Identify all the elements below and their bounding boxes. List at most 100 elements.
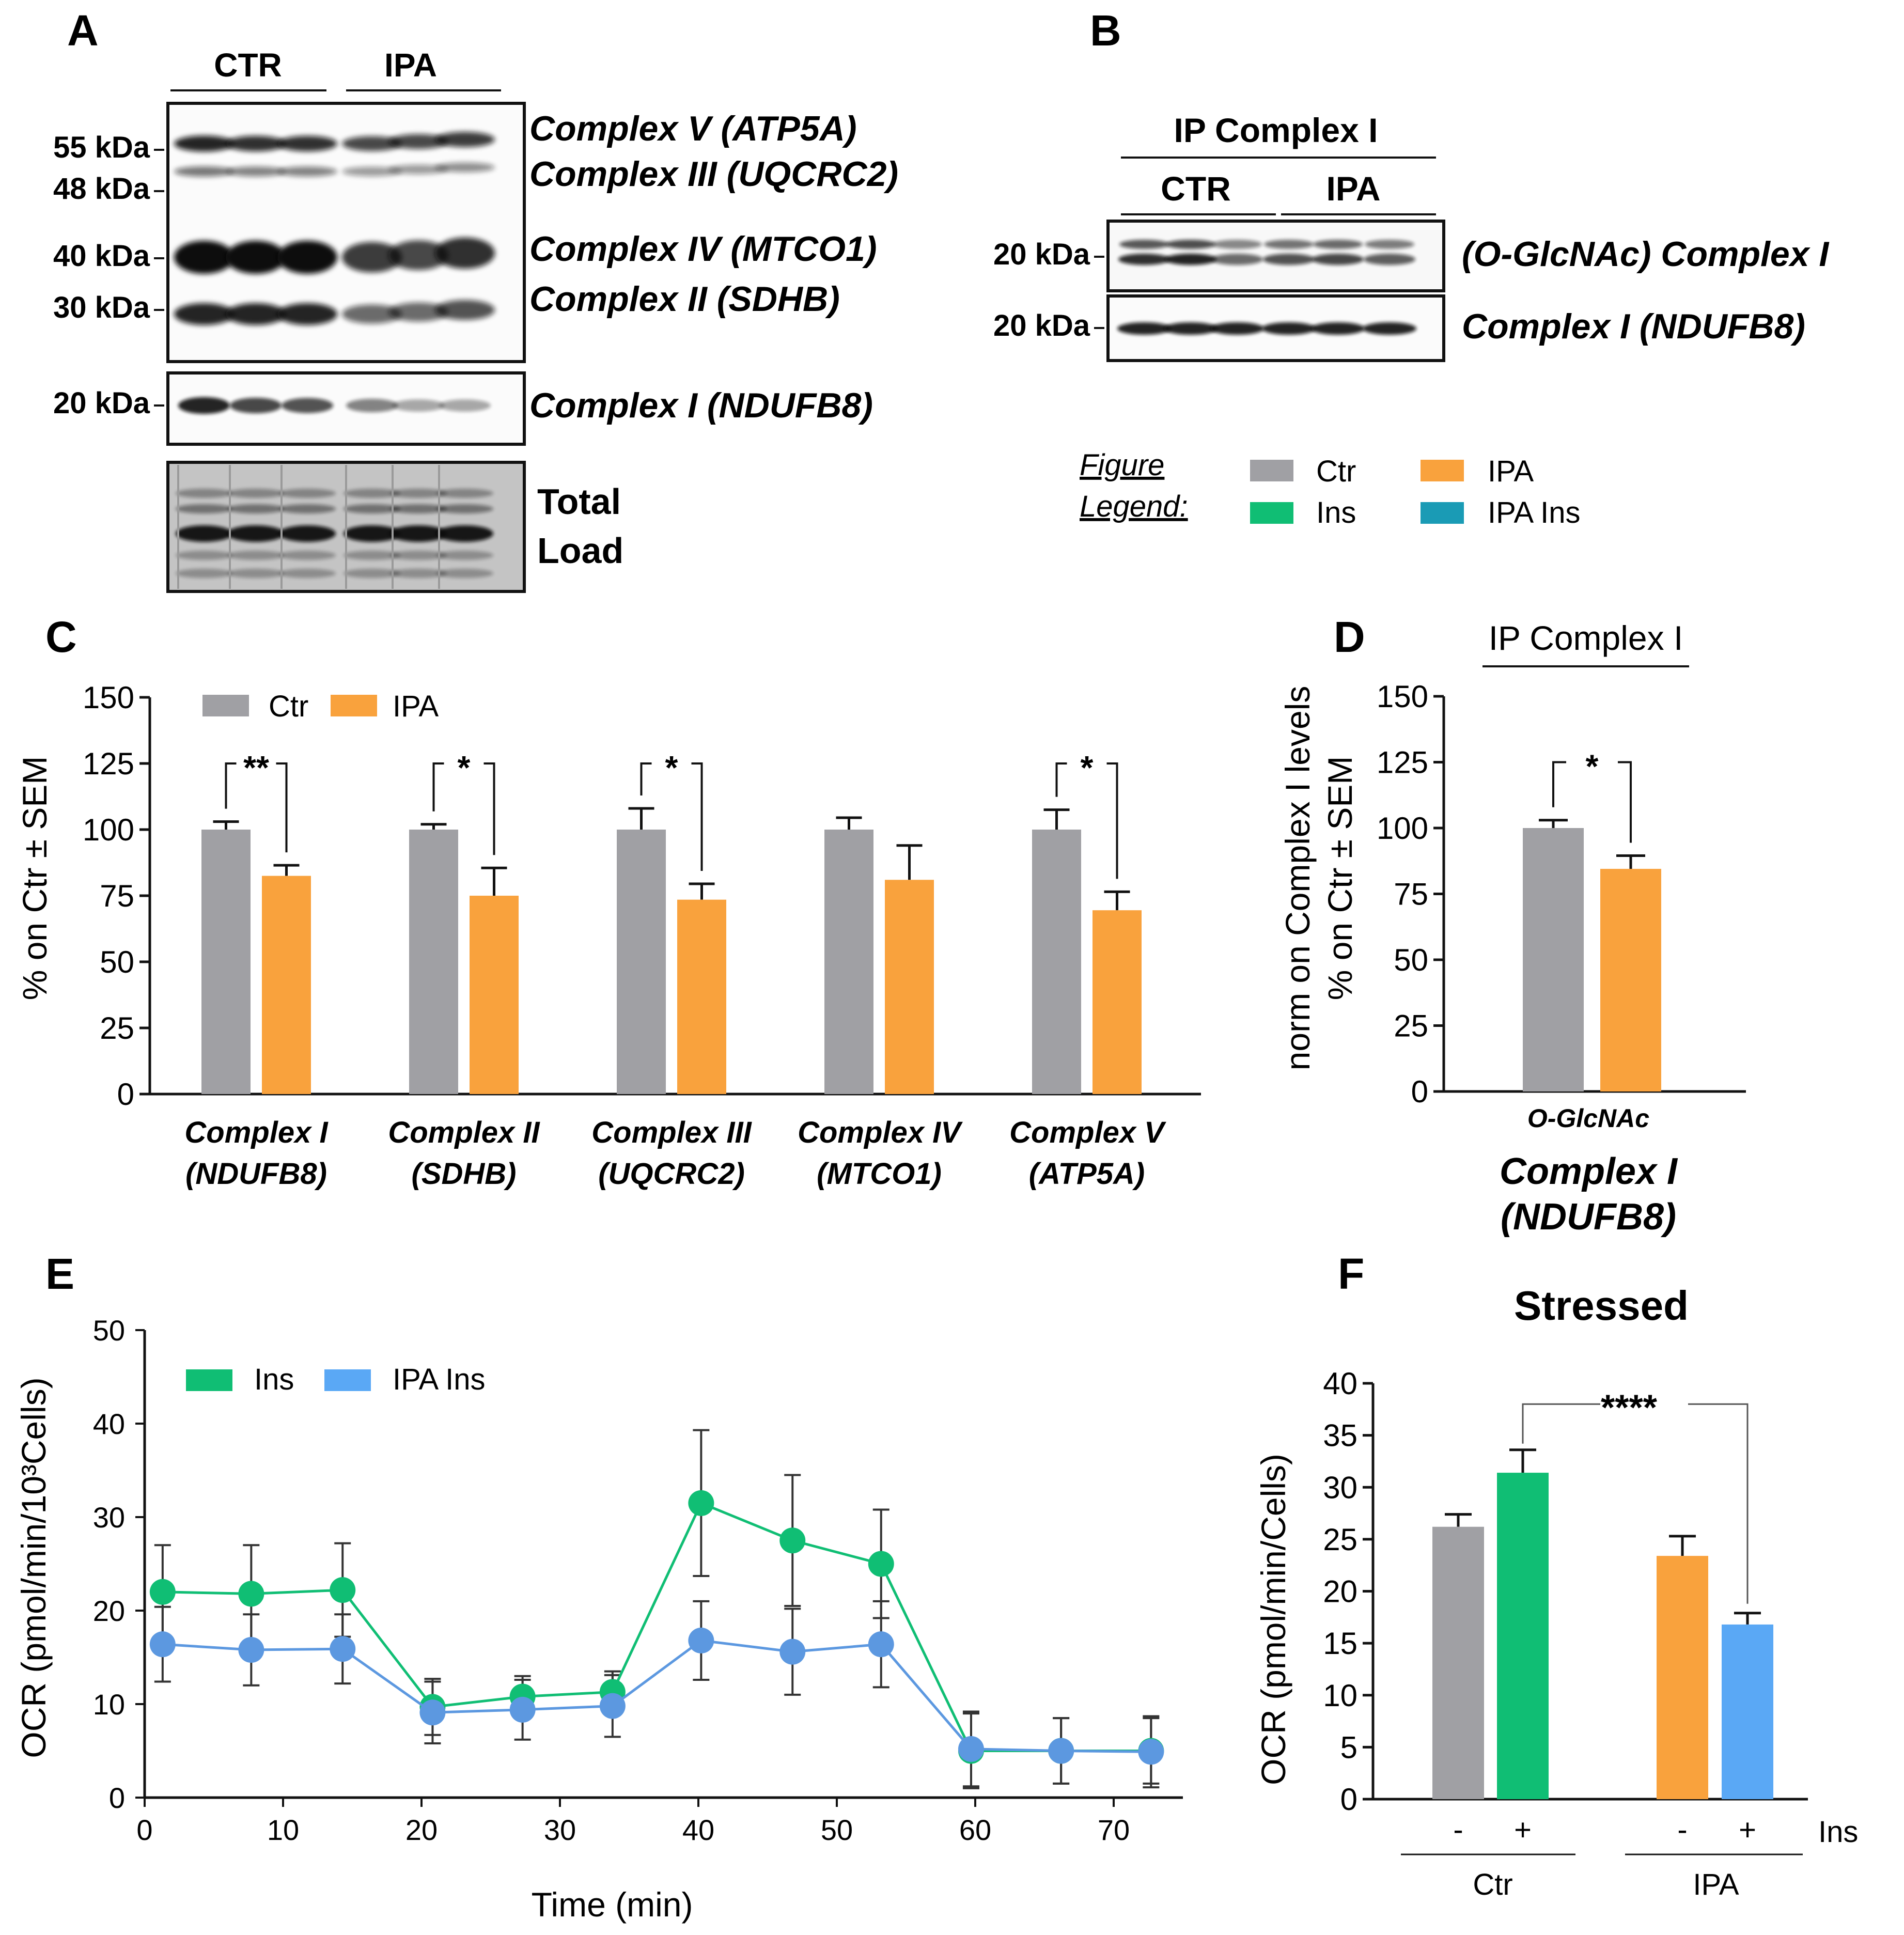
- total-load-band-4-lane-1: [176, 551, 232, 560]
- total-load-band-5-lane-5: [390, 569, 447, 578]
- panel-c-category-line2: (NDUFB8): [185, 1157, 327, 1191]
- panel-b-group-ipa: IPA: [1326, 169, 1380, 208]
- legend-swatch-ipa-ins: [1421, 502, 1464, 524]
- band-oglcnac-lane-3: [1211, 254, 1263, 265]
- panel-b-bands: [1117, 240, 1416, 335]
- panel-f-y-tick-label: 40: [1323, 1366, 1357, 1401]
- total-load-band-4-lane-5: [390, 551, 447, 560]
- panel-e-point-ipa-ins: [330, 1636, 356, 1662]
- panel-c-y-tick-label: 75: [100, 879, 134, 913]
- panel-e-point-ipa-ins: [1138, 1739, 1164, 1765]
- panel-f-sig-bracket-left: [1522, 1403, 1600, 1444]
- panel-c-letter: C: [45, 613, 77, 661]
- panel-c-category-line2: (UQCRC2): [598, 1157, 745, 1191]
- total-load-band-5-lane-2: [227, 569, 284, 578]
- panel-c-y-tick-label: 50: [100, 945, 134, 979]
- total-load-band-4-lane-3: [279, 551, 336, 560]
- panel-c-sig-bracket-left: [640, 762, 652, 796]
- panel-f-ins-sign: +: [1514, 1813, 1532, 1847]
- panel-c-bar-ctr-2: [409, 830, 458, 1094]
- total-load-band-1-lane-4: [344, 489, 400, 498]
- panel-c-y-tick-label: 0: [117, 1077, 134, 1112]
- panel-f-group-ipa: IPA: [1693, 1868, 1739, 1901]
- panel-f-y-tick-label: 25: [1323, 1522, 1357, 1557]
- panel-c-category-line2: (SDHB): [412, 1157, 517, 1191]
- panel-c-bar-ipa-1: [262, 876, 311, 1094]
- panel-b-mw-1: 20 kDa: [993, 238, 1090, 271]
- panel-c-bar-ctr-3: [617, 830, 666, 1094]
- band-complex_v-lane-1: [174, 135, 234, 152]
- panel-e-point-ipa-ins: [779, 1638, 806, 1665]
- panel-f-sig-bracket-right: [1688, 1403, 1749, 1604]
- panel-f-y-tick-label: 10: [1323, 1678, 1357, 1713]
- panel-f-group-ctr: Ctr: [1473, 1868, 1512, 1901]
- band-complex_v-lane-5: [388, 134, 448, 149]
- panel-e-x-tick-label: 40: [682, 1814, 714, 1846]
- panel-c-bar-ipa-5: [1093, 910, 1142, 1094]
- panel-e-point-ins: [868, 1551, 894, 1577]
- total-load-band-5-lane-4: [344, 569, 400, 578]
- band-complex-i-lane-3: [282, 398, 333, 413]
- panel-c-category-line2: (ATP5A): [1029, 1157, 1145, 1191]
- band-complex_iv-lane-1: [174, 241, 234, 274]
- band-ndufb8-lane-2: [1164, 322, 1218, 335]
- panel-a-total-load-bands: [176, 465, 493, 589]
- panel-e-point-ipa-ins: [599, 1693, 626, 1719]
- panel-c-sig-label: *: [665, 749, 678, 786]
- panel-e-x-tick-label: 20: [405, 1814, 438, 1846]
- band-complex_iii-lane-5: [388, 164, 448, 175]
- panel-d-y-tick-label: 50: [1394, 943, 1428, 977]
- band-oglcnac-lane-4: [1263, 254, 1315, 265]
- band-complex_iii-lane-1: [174, 166, 234, 177]
- band-oglcnac-upper-lane-6: [1365, 240, 1414, 249]
- band-complex_ii-lane-5: [388, 302, 448, 322]
- panel-e-point-ipa-ins: [688, 1627, 714, 1653]
- panel-a-letter: A: [67, 6, 99, 55]
- panel-a-group-ctr: CTR: [214, 46, 282, 84]
- panel-e-letter: E: [45, 1250, 74, 1298]
- panel-d-sig-bracket-left: [1552, 761, 1566, 807]
- panel-e-point-ipa-ins: [238, 1637, 264, 1663]
- panel-e-point-ipa-ins: [958, 1736, 984, 1762]
- total-load-band-4-lane-2: [227, 551, 284, 560]
- panel-c-legend-swatch-ctr: [202, 695, 249, 716]
- panel-e-x-tick-label: 60: [959, 1814, 991, 1846]
- panel-e-legend-ins: Ins: [254, 1363, 294, 1396]
- panel-d-category-2: Complex I: [1500, 1151, 1678, 1192]
- panel-b-letter: B: [1090, 6, 1121, 55]
- total-load-band-1-lane-5: [390, 489, 447, 498]
- panel-c-category-line1: Complex III: [591, 1116, 752, 1149]
- panel-f-y-tick-label: 0: [1340, 1782, 1357, 1817]
- band-complex_iii-lane-6: [435, 162, 495, 173]
- panel-e-x-tick-label: 10: [267, 1814, 299, 1846]
- total-load-band-1-lane-6: [436, 489, 493, 498]
- panel-c-legend-ctr: Ctr: [269, 690, 308, 723]
- band-oglcnac-lane-6: [1364, 254, 1415, 265]
- panel-e-point-ins: [330, 1577, 356, 1603]
- mw-label-30: 30 kDa: [53, 291, 150, 324]
- panel-c-y-tick-label: 25: [100, 1011, 134, 1045]
- band-complex_iii-lane-2: [226, 166, 286, 177]
- legend-swatch-ctr: [1250, 460, 1293, 481]
- band-label-complex-iii: Complex III (UQCRC2): [529, 154, 898, 194]
- band-oglcnac-upper-lane-4: [1264, 240, 1314, 249]
- panel-c-sig-bracket-right: [276, 762, 288, 853]
- total-load-band-2-lane-4: [344, 504, 400, 513]
- band-oglcnac-lane-1: [1118, 254, 1170, 265]
- band-complex_iv-lane-3: [277, 241, 337, 274]
- panel-c-category-line1: Complex II: [388, 1116, 540, 1149]
- panel-a: A CTR IPA 55 kDa 48 kDa 40 kDa 30 kDa 20…: [53, 6, 898, 593]
- panel-d-category-1: O-GlcNAc: [1527, 1104, 1649, 1133]
- band-ndufb8-lane-5: [1311, 322, 1365, 335]
- total-load-band-3-lane-4: [344, 525, 400, 542]
- panel-b-row-label-1: (O-GlcNAc) Complex I: [1462, 235, 1830, 274]
- total-load-band-2-lane-5: [390, 504, 447, 513]
- total-load-band-5-lane-1: [176, 569, 232, 578]
- panel-d-ylabel-1: norm on Complex I levels: [1278, 686, 1317, 1071]
- panel-c-category-line1: Complex IV: [798, 1116, 963, 1149]
- total-load-band-5-lane-6: [436, 569, 493, 578]
- band-complex_iii-lane-3: [277, 166, 337, 177]
- total-load-band-3-lane-5: [390, 525, 447, 542]
